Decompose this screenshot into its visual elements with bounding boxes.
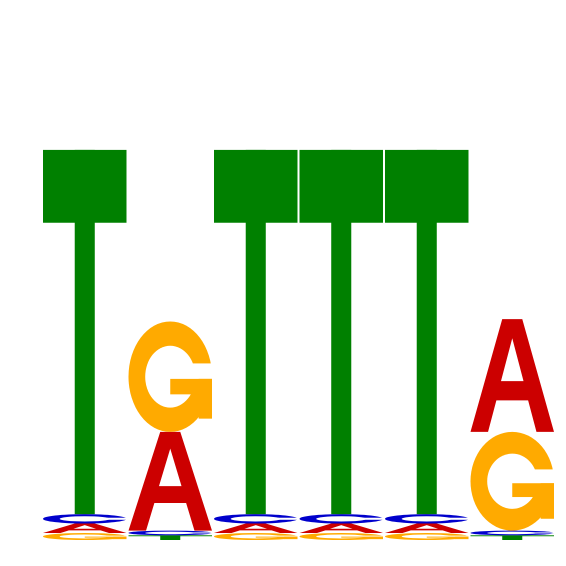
letter-G-pos-5 bbox=[385, 532, 471, 540]
letter-C-pos-2 bbox=[128, 530, 214, 536]
letter-C-pos-1 bbox=[43, 514, 129, 524]
logo-position-5 bbox=[385, 149, 471, 540]
logo-position-4 bbox=[299, 149, 385, 540]
letter-T-pos-1 bbox=[43, 149, 127, 515]
letter-G-pos-1 bbox=[43, 532, 129, 540]
letter-G-pos-4 bbox=[299, 532, 385, 540]
letter-G-pos-6 bbox=[470, 431, 556, 531]
letter-T-pos-6 bbox=[470, 535, 554, 540]
letter-A-pos-3 bbox=[214, 523, 298, 533]
logo-position-2 bbox=[128, 321, 214, 540]
letter-A-pos-6 bbox=[470, 319, 554, 432]
letter-T-pos-2 bbox=[128, 535, 212, 540]
letter-A-pos-1 bbox=[43, 523, 127, 533]
letter-C-pos-6 bbox=[470, 530, 556, 536]
logo-position-1 bbox=[43, 149, 129, 540]
letter-A-pos-5 bbox=[385, 523, 469, 533]
letter-C-pos-4 bbox=[299, 514, 385, 524]
letter-C-pos-3 bbox=[214, 514, 300, 524]
letter-T-pos-5 bbox=[385, 149, 469, 515]
letter-A-pos-4 bbox=[299, 523, 383, 533]
letter-T-pos-3 bbox=[214, 149, 298, 515]
letter-G-pos-2 bbox=[128, 321, 214, 432]
letter-G-pos-3 bbox=[214, 532, 300, 540]
letter-T-pos-4 bbox=[299, 149, 383, 515]
letter-A-pos-2 bbox=[128, 431, 212, 531]
logo-position-3 bbox=[214, 149, 300, 540]
logo-position-6 bbox=[470, 319, 556, 540]
letter-C-pos-5 bbox=[385, 514, 471, 524]
